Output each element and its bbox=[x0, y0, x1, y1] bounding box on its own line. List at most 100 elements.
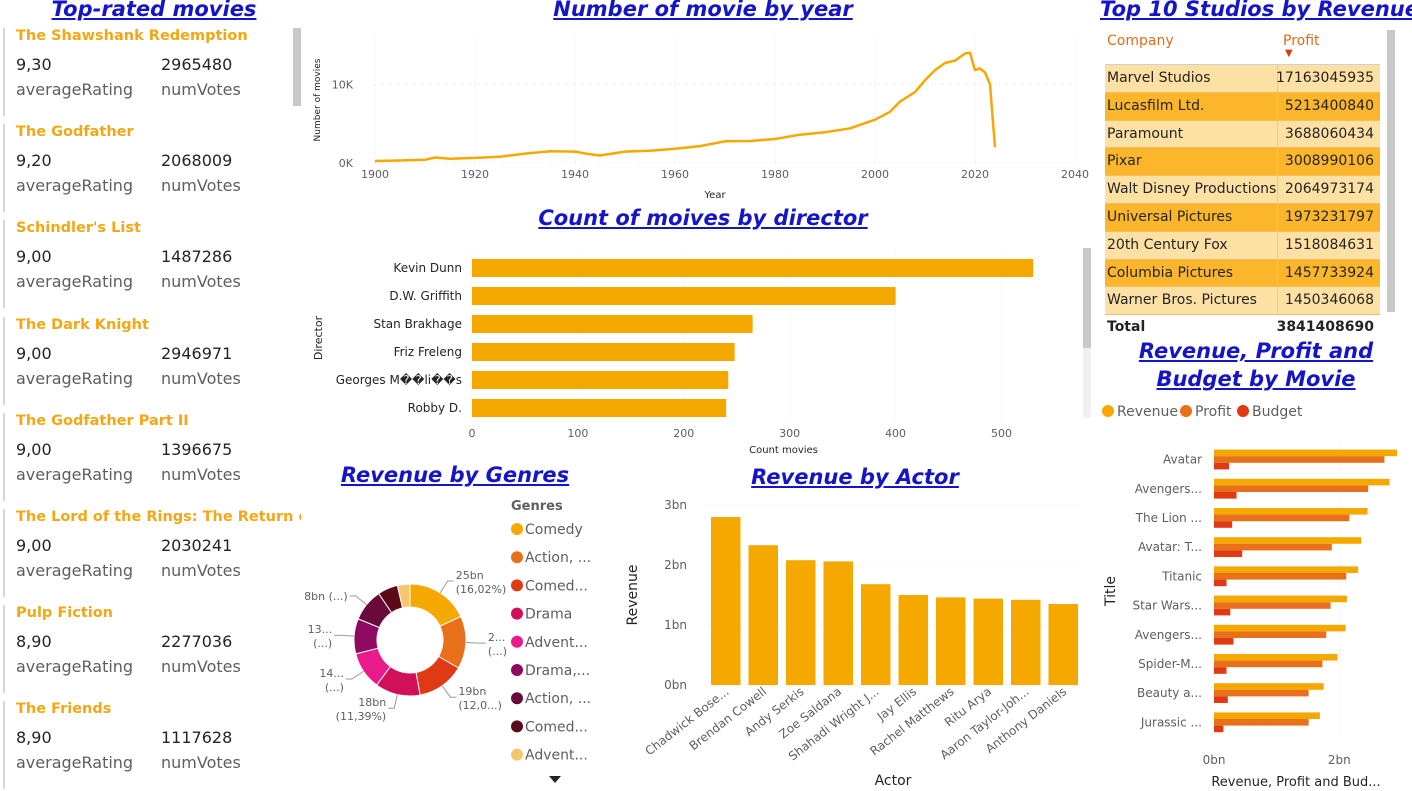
movie-card[interactable]: The Lord of the Rings: The Return of t..… bbox=[3, 509, 303, 597]
movie-title-label: Titanic bbox=[1161, 569, 1202, 583]
column-divider bbox=[1277, 231, 1278, 259]
x-tick-label: 100 bbox=[567, 427, 588, 440]
table-header: Company Profit ▼ bbox=[1105, 28, 1380, 65]
slice-leader-line bbox=[465, 642, 486, 644]
genre-donut-chart: 25bn(16,02%)2...(...)19bn(12,0...)18bn(1… bbox=[305, 499, 591, 783]
movie-bar-revenue bbox=[1214, 478, 1390, 486]
x-tick-label: 1980 bbox=[761, 168, 789, 181]
movie-title-label: Jurassic ... bbox=[1140, 715, 1202, 729]
movie-title: The Godfather Part II bbox=[16, 412, 189, 429]
movie-bar-revenue bbox=[1214, 654, 1338, 661]
movie-bar-profit bbox=[1214, 660, 1323, 668]
movie-bar-profit bbox=[1214, 631, 1327, 638]
slice-percent-label: (11,39%) bbox=[336, 710, 387, 723]
slice-value-label: 2... bbox=[488, 631, 506, 644]
column-divider bbox=[1277, 120, 1278, 148]
slice-leader-line bbox=[439, 580, 454, 594]
movie-card[interactable]: The Dark Knight 9,00 2946971 averageRating n… bbox=[3, 316, 303, 405]
series-legend-item: Budget bbox=[1252, 404, 1303, 420]
num-votes-label: numVotes bbox=[161, 753, 241, 773]
table-row: Pixar 3008990106 bbox=[1105, 148, 1380, 177]
genre-legend-item: Comed... bbox=[525, 578, 588, 594]
num-votes-value: 1396675 bbox=[161, 439, 233, 459]
chart-scrollbar-thumb bbox=[1083, 248, 1091, 348]
legend-swatch-icon bbox=[511, 579, 523, 592]
slice-leader-line bbox=[349, 595, 367, 606]
legend-swatch-icon bbox=[511, 748, 523, 761]
movie-card[interactable]: Schindler's List 9,00 1487286 averageRating… bbox=[3, 220, 303, 309]
average-rating-label: averageRating bbox=[16, 753, 134, 773]
director-bar bbox=[472, 259, 1034, 277]
slice-percent-label: (...) bbox=[325, 681, 344, 694]
movie-card[interactable]: Pulp Fiction 8,90 2277036 averageRating numV… bbox=[3, 605, 303, 694]
movie-title: Pulp Fiction bbox=[16, 605, 114, 622]
profit-cell: 1973231797 bbox=[1284, 208, 1374, 225]
slice-percent-label: (...) bbox=[488, 645, 507, 658]
col-profit-header[interactable]: Profit bbox=[1283, 33, 1320, 49]
movie-bar-budget bbox=[1214, 696, 1228, 703]
column-divider bbox=[1277, 148, 1278, 176]
actor-bar bbox=[1048, 604, 1078, 685]
top-rated-title: Top-rated movies bbox=[51, 0, 257, 21]
slice-value-label: 18bn bbox=[358, 696, 386, 709]
company-cell: Marvel Studios bbox=[1107, 70, 1211, 86]
legend-scroll-down-icon bbox=[549, 776, 561, 783]
company-cell: Walt Disney Productions bbox=[1107, 181, 1277, 198]
movie-bar-profit bbox=[1214, 719, 1309, 726]
director-label: Friz Freleng bbox=[394, 345, 462, 359]
genre-legend-item: Comed... bbox=[525, 719, 588, 735]
x-tick-label: 2000 bbox=[861, 168, 889, 181]
company-cell: 20th Century Fox bbox=[1107, 236, 1228, 253]
genre-legend-item: Advent... bbox=[525, 635, 588, 651]
average-rating-label: averageRating bbox=[16, 657, 134, 677]
movie-title-label: Avatar: T... bbox=[1138, 540, 1202, 554]
studios-table: Company Profit ▼ Marvel Studios 171630459… bbox=[1105, 28, 1380, 341]
movie-title-label: Star Wars... bbox=[1132, 599, 1202, 613]
movie-bar-budget bbox=[1214, 725, 1224, 733]
genre-legend-item: Advent... bbox=[525, 748, 588, 764]
movie-bar-profit bbox=[1214, 543, 1332, 551]
movie-bar-budget bbox=[1214, 638, 1234, 645]
x-tick-label: 1940 bbox=[561, 168, 589, 181]
actor-bar bbox=[936, 597, 966, 685]
average-rating-value: 9,00 bbox=[16, 536, 52, 555]
x-tick-label: 200 bbox=[673, 427, 694, 440]
profit-cell: 17163045935 bbox=[1276, 70, 1374, 86]
y-tick-label: 3bn bbox=[664, 498, 687, 512]
x-tick-label: 1960 bbox=[661, 168, 689, 181]
movies-per-year-line bbox=[374, 51, 997, 163]
movie-bar-profit bbox=[1214, 456, 1385, 463]
x-tick-label: 2bn bbox=[1328, 753, 1351, 767]
average-rating-label: averageRating bbox=[16, 272, 134, 292]
average-rating-value: 9,20 bbox=[16, 151, 52, 171]
slice-leader-line bbox=[441, 685, 457, 698]
movie-card[interactable]: The Godfather 9,20 2068009 averageRating num… bbox=[3, 124, 303, 213]
company-cell: Columbia Pictures bbox=[1107, 264, 1233, 281]
actor-bar bbox=[973, 598, 1003, 685]
movie-title-label: Avatar bbox=[1163, 453, 1202, 467]
movie-card[interactable]: The Friends 8,90 1117628 averageRating numVo… bbox=[3, 701, 303, 790]
num-votes-label: numVotes bbox=[161, 561, 241, 580]
slice-leader-line bbox=[345, 670, 364, 680]
by-director-title: Count of moives by director bbox=[538, 206, 868, 230]
company-cell: Pixar bbox=[1107, 153, 1142, 170]
movie-title-label: The Lion ... bbox=[1135, 511, 1202, 525]
y-axis-title: Number of movies bbox=[313, 58, 323, 141]
profit-cell: 1457733924 bbox=[1284, 264, 1374, 281]
genre-slice bbox=[396, 583, 411, 609]
legend-swatch-icon bbox=[511, 607, 523, 620]
table-scrollbar[interactable] bbox=[1387, 30, 1395, 312]
average-rating-label: averageRating bbox=[16, 368, 134, 388]
series-legend-item: Profit bbox=[1195, 404, 1232, 420]
profit-cell: 3688060434 bbox=[1284, 125, 1374, 142]
left-scrollbar[interactable] bbox=[293, 28, 301, 106]
movie-bar-budget bbox=[1214, 550, 1243, 557]
col-company-header[interactable]: Company bbox=[1107, 33, 1174, 49]
total-label: Total bbox=[1107, 319, 1146, 336]
director-count-chart: 0 100 200 300 400 500 Kevin Dunn D.W. Griffith S… bbox=[312, 248, 1091, 456]
x-tick-label: 1900 bbox=[361, 168, 389, 181]
movie-card[interactable]: The Shawshank Redemption 9,30 2965480 avera… bbox=[3, 28, 303, 116]
director-label: Kevin Dunn bbox=[393, 261, 462, 275]
movie-card[interactable]: The Godfather Part II 9,00 1396675 averageR… bbox=[3, 412, 303, 501]
y-axis-title: Revenue bbox=[625, 565, 641, 626]
